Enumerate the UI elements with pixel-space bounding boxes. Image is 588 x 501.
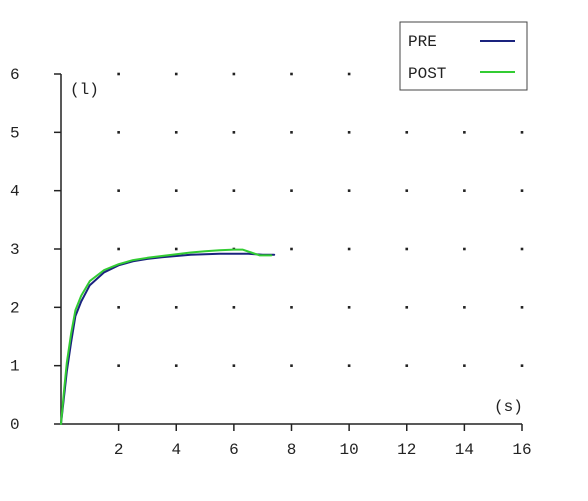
grid-dot [520,306,524,309]
grid-dot [520,131,524,134]
series-line-post [60,248,273,425]
grid-dot [174,364,178,367]
grid-dot [347,131,351,134]
grid-dot [347,72,351,76]
grid-dot [117,364,120,367]
grid-dot [117,72,120,76]
grid-dot [232,72,236,76]
grid-dot [347,364,351,367]
legend-box [399,21,528,91]
y-tick-label: 3 [10,241,20,259]
grid-dots [117,72,524,367]
grid-dot [347,306,351,309]
grid-dot [405,247,409,251]
grid-dot [117,131,120,134]
grid-dot [405,306,409,309]
grid-dot [463,189,466,192]
grid-dot [174,306,178,309]
x-tick-label: 14 [455,441,474,459]
grid-dot [290,247,293,251]
x-tick-label: 6 [229,441,239,459]
grid-dot [463,364,466,367]
grid-dot [347,189,351,192]
y-tick-label: 5 [10,124,20,142]
grid-dot [290,131,293,134]
x-tick-label: 10 [340,441,359,459]
grid-dot [174,72,178,76]
grid-dot [347,247,351,251]
grid-dot [405,364,409,367]
grid-dot [463,247,466,251]
grid-dot [290,306,293,309]
legend-label-post: POST [408,65,446,83]
y-tick-label: 1 [10,358,20,376]
grid-dot [520,189,524,192]
x-unit-label: (s) [494,398,523,416]
grid-dot [463,131,466,134]
series-lines [60,248,276,425]
y-unit-label: (l) [70,81,99,99]
grid-dot [463,306,466,309]
grid-dot [520,364,524,367]
grid-dot [174,247,178,251]
grid-dot [290,364,293,367]
x-tick-label: 12 [397,441,416,459]
tick-marks [54,73,523,431]
x-tick-label: 8 [287,441,297,459]
grid-dot [174,131,178,134]
y-tick-label: 2 [10,299,20,317]
grid-dot [117,306,120,309]
grid-dot [232,364,236,367]
grid-dot [290,189,293,192]
legend-label-pre: PRE [408,33,437,51]
legend: PRE POST [399,21,528,91]
x-tick-label: 2 [114,441,124,459]
grid-dot [232,131,236,134]
grid-dot [174,189,178,192]
y-tick-label: 6 [10,66,20,84]
y-tick-label: 4 [10,183,20,201]
y-tick-label: 0 [10,416,20,434]
grid-dot [405,131,409,134]
series-line-pre [60,252,276,425]
grid-dot [290,72,293,76]
grid-dot [520,247,524,251]
x-tick-label: 4 [171,441,181,459]
grid-dot [117,247,120,251]
grid-dot [117,189,120,192]
grid-dot [232,189,236,192]
grid-dot [405,189,409,192]
x-tick-label: 16 [512,441,531,459]
grid-dot [232,306,236,309]
